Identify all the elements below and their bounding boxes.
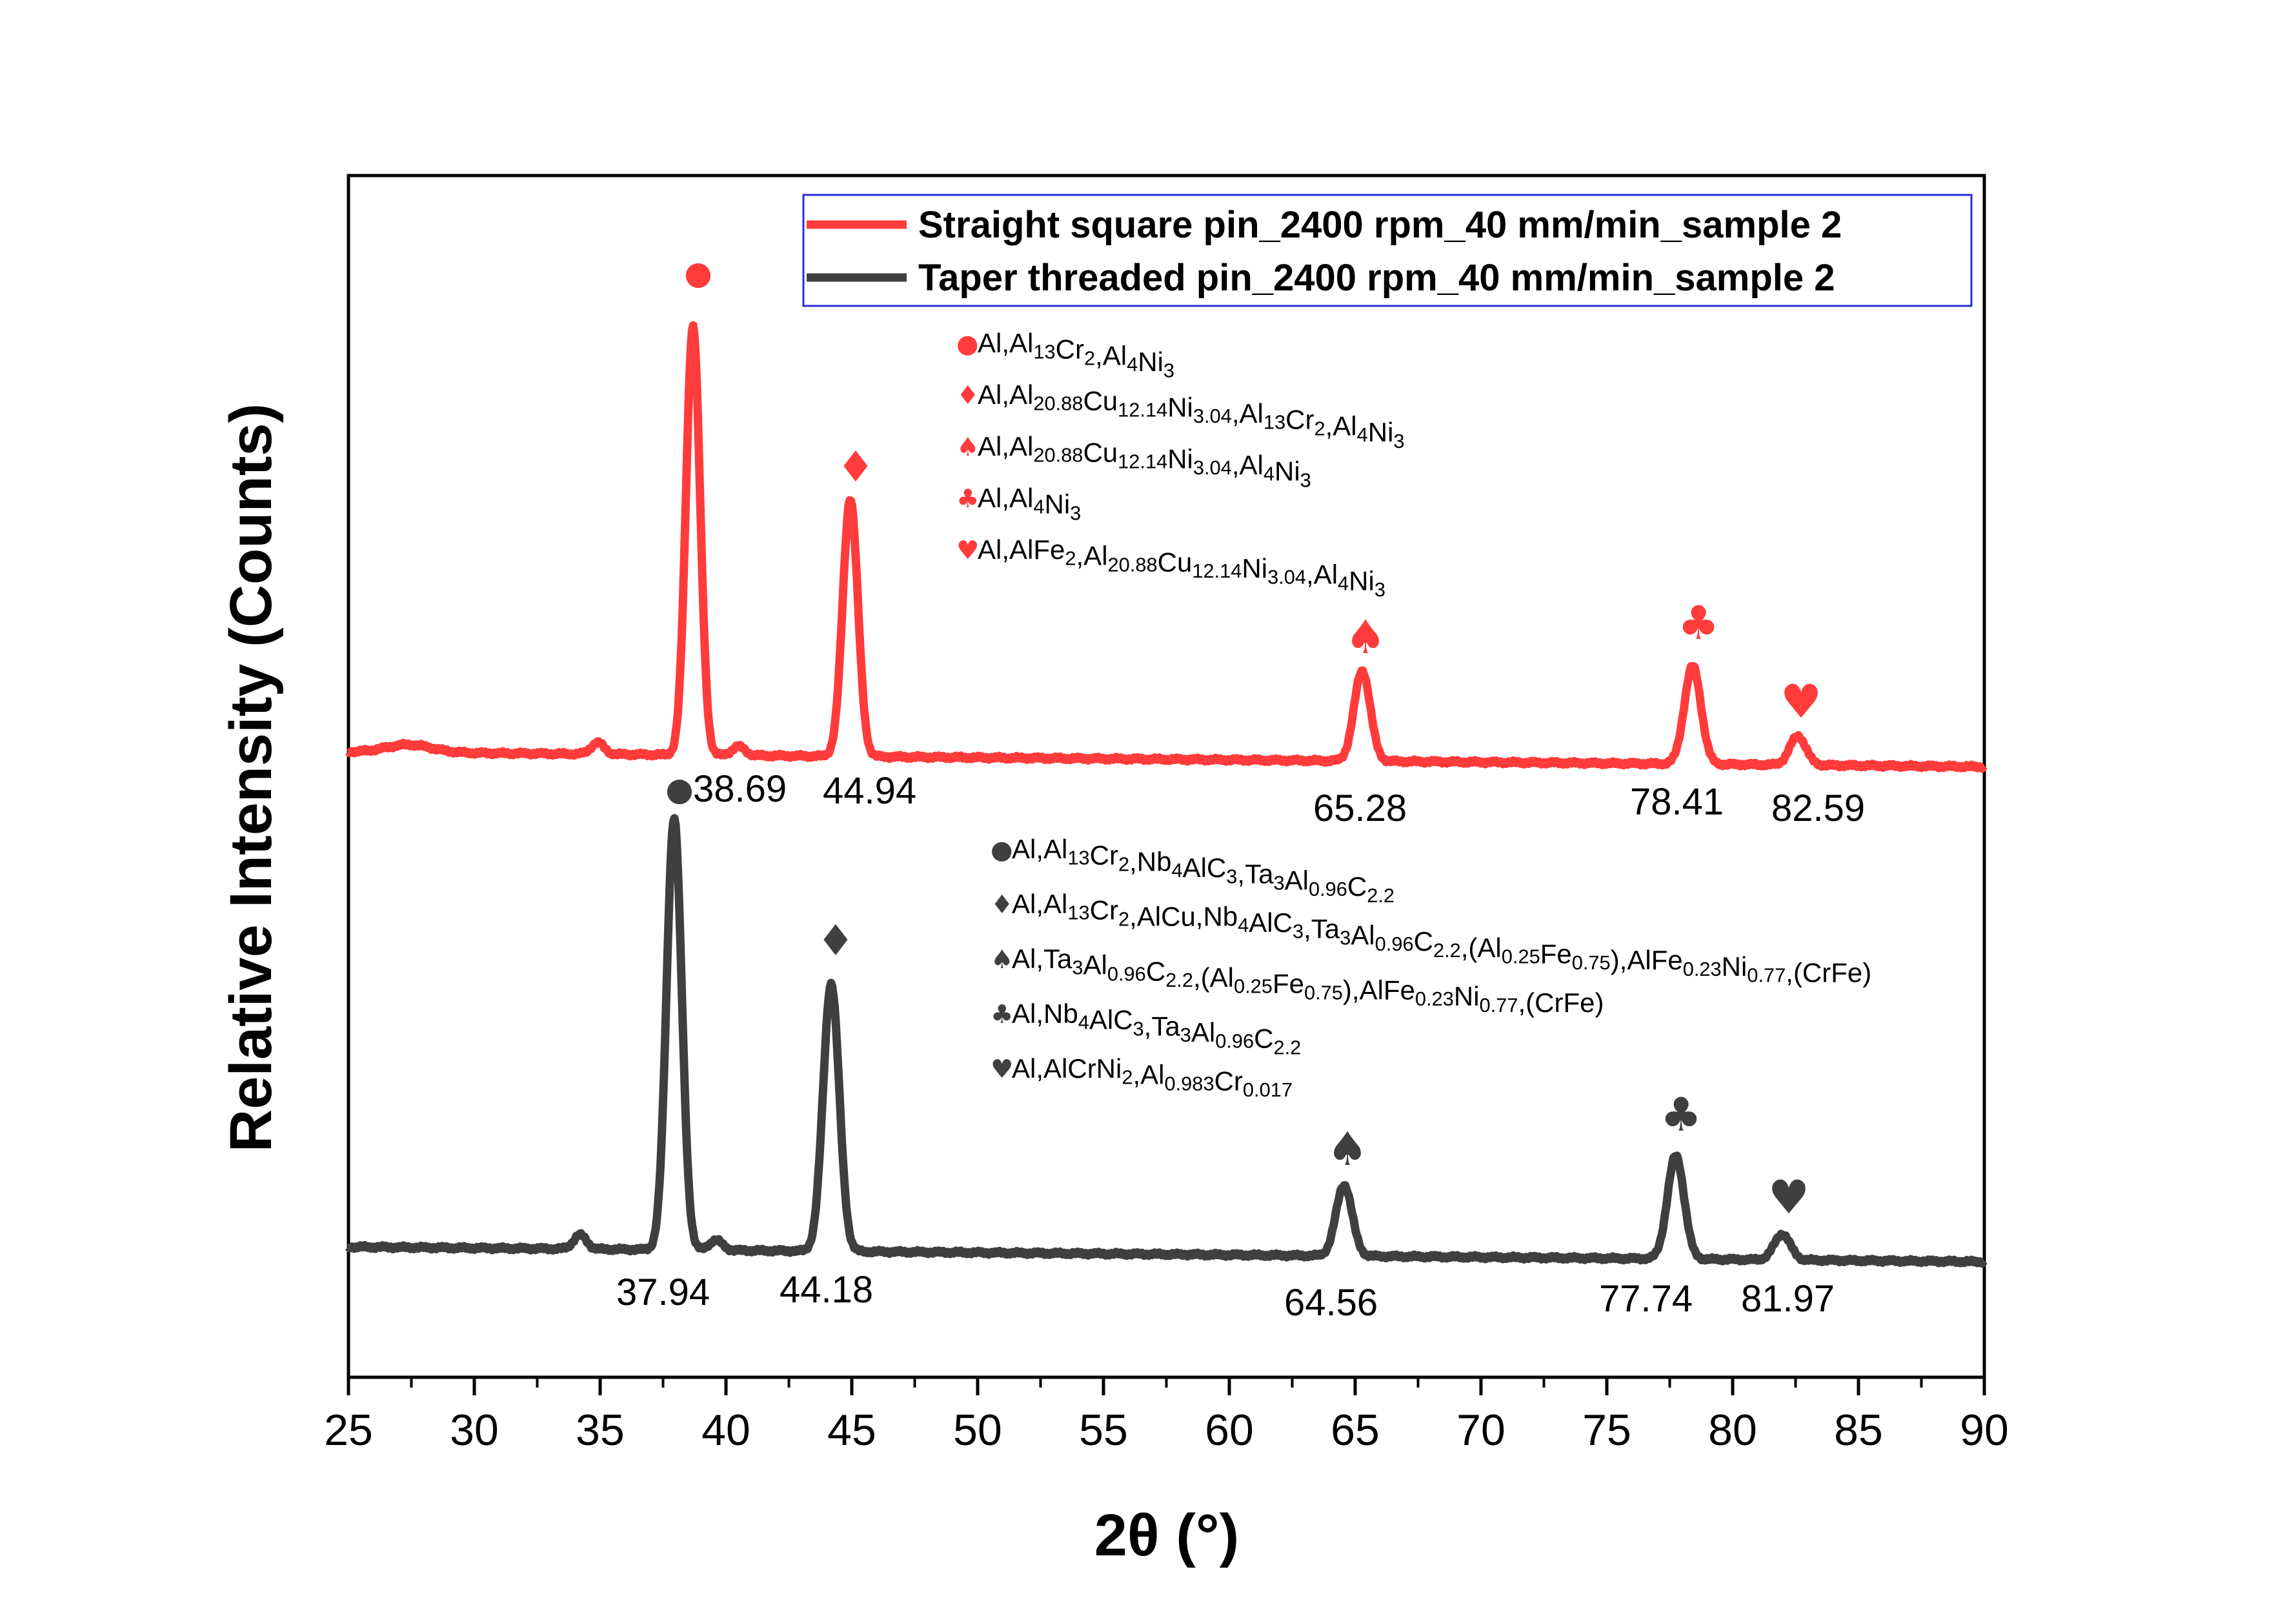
- phase-symbol: ♠: [956, 432, 979, 462]
- x-tick-label: 85: [1834, 1406, 1883, 1455]
- x-tick-label: 90: [1960, 1406, 2009, 1455]
- legend: Straight square pin_2400 rpm_40 mm/min_s…: [802, 194, 1973, 307]
- phase-symbol: ♥: [956, 536, 979, 565]
- phase-symbol: ●: [991, 835, 1013, 865]
- x-tick-label: 35: [576, 1406, 625, 1455]
- peak-marker-red-club: ♣: [1678, 596, 1720, 650]
- peak-marker-black-diamond: ♦: [816, 916, 854, 965]
- phase-legend-black: ●Al,Al13Cr2,Nb4AlC3,Ta3Al0.96C2.2♦Al,Al1…: [991, 834, 1871, 1101]
- phase-entry: Al,Nb4AlC3,Ta3Al0.96C2.2: [1012, 998, 1301, 1058]
- peak-marker-red-spade: ♠: [1345, 610, 1387, 664]
- phase-entry: Al,AlCrNi2,Al0.983Cr0.017: [1012, 1053, 1293, 1101]
- x-tick-label: 30: [450, 1406, 499, 1455]
- peak-markers: ● ♦ ♠ ♣ ♥ ● ♦ ♠ ♣ ♥: [665, 254, 1822, 1224]
- x-tick-label: 50: [953, 1406, 1002, 1455]
- peak-label-black-64.56: 64.56: [1284, 1282, 1378, 1324]
- legend-label-black: Taper threaded pin_2400 rpm_40 mm/min_sa…: [918, 257, 1835, 299]
- plot-frame: [347, 174, 1986, 1379]
- phase-entry: Al,Al13Cr2,Nb4AlC3,Ta3Al0.96C2.2: [1012, 834, 1395, 907]
- phase-entry: Al,Al20.88Cu12.14Ni3.04,Al13Cr2,Al4Ni3: [978, 379, 1405, 452]
- peak-marker-black-circle: ●: [665, 771, 694, 808]
- phase-entry: Al,Ta3Al0.96C2.2,(Al0.25Fe0.75),AlFe0.23…: [1012, 944, 1604, 1018]
- phase-entry: Al,AlFe2,Al20.88Cu12.14Ni3.04,Al4Ni3: [978, 534, 1385, 601]
- x-tick-label: 75: [1582, 1406, 1631, 1455]
- x-tick-label: 55: [1079, 1406, 1128, 1455]
- x-tick-label: 80: [1708, 1406, 1757, 1455]
- x-tick-label: 45: [827, 1406, 876, 1455]
- peak-marker-black-spade: ♠: [1327, 1122, 1369, 1176]
- peak-labels: 38.69 44.94 65.28 78.41 82.59 37.94 44.1…: [616, 768, 1865, 1324]
- peak-label-black-77.74: 77.74: [1599, 1278, 1693, 1320]
- peak-label-red-65.28: 65.28: [1313, 787, 1407, 829]
- phase-symbol: ♥: [991, 1055, 1013, 1084]
- phase-symbol: ♣: [956, 484, 979, 514]
- peak-marker-black-club: ♣: [1660, 1087, 1702, 1142]
- x-tick-label: 60: [1205, 1406, 1254, 1455]
- phase-entry: Al,Al4Ni3: [978, 483, 1081, 524]
- peak-marker-red-diamond: ♦: [836, 442, 874, 492]
- series-line-straight-square-pin: [345, 321, 1988, 773]
- peak-label-red-78.41: 78.41: [1630, 781, 1724, 823]
- peak-marker-red-circle: ●: [684, 254, 712, 292]
- peak-label-red-38.69: 38.69: [693, 768, 787, 810]
- phase-symbol: ♦: [991, 890, 1013, 920]
- peak-marker-black-heart: ♥: [1768, 1170, 1810, 1224]
- legend-box: [802, 194, 1973, 307]
- x-tick-label: 25: [324, 1406, 373, 1455]
- phase-symbol: ♠: [991, 945, 1013, 975]
- x-tick-label: 40: [701, 1406, 750, 1455]
- peak-label-black-44.18: 44.18: [780, 1269, 873, 1311]
- phase-legend-red: ●Al,Al13Cr2,Al4Ni3♦Al,Al20.88Cu12.14Ni3.…: [956, 328, 1405, 601]
- peak-label-black-81.97: 81.97: [1741, 1278, 1835, 1320]
- legend-label-red: Straight square pin_2400 rpm_40 mm/min_s…: [918, 204, 1842, 246]
- x-tick-label: 70: [1456, 1406, 1505, 1455]
- phase-entry: Al,Al13Cr2,Al4Ni3: [978, 328, 1174, 382]
- x-axis-title: 2θ (°): [1094, 1502, 1240, 1568]
- y-axis-title: Relative Intensity (Counts): [218, 403, 284, 1152]
- peak-label-red-82.59: 82.59: [1771, 787, 1865, 829]
- series-line-taper-threaded-pin: [345, 814, 1988, 1268]
- phase-symbol: ♣: [991, 1000, 1013, 1029]
- phase-entry: Al,Al13Cr2,AlCu,Nb4AlC3,Ta3Al0.96C2.2,(A…: [1012, 889, 1871, 987]
- peak-label-red-44.94: 44.94: [823, 770, 916, 812]
- phase-symbol: ♦: [956, 381, 979, 410]
- x-tick-label: 65: [1331, 1406, 1380, 1455]
- x-axis-ticks: 25 30 35 40 45 50 55 60 65 70 75 80 85 90: [324, 1377, 2009, 1455]
- phase-symbol: ●: [956, 329, 979, 359]
- peak-label-black-37.94: 37.94: [616, 1271, 710, 1313]
- peak-marker-red-heart: ♥: [1780, 674, 1822, 729]
- phase-entry: Al,Al20.88Cu12.14Ni3.04,Al4Ni3: [978, 431, 1311, 491]
